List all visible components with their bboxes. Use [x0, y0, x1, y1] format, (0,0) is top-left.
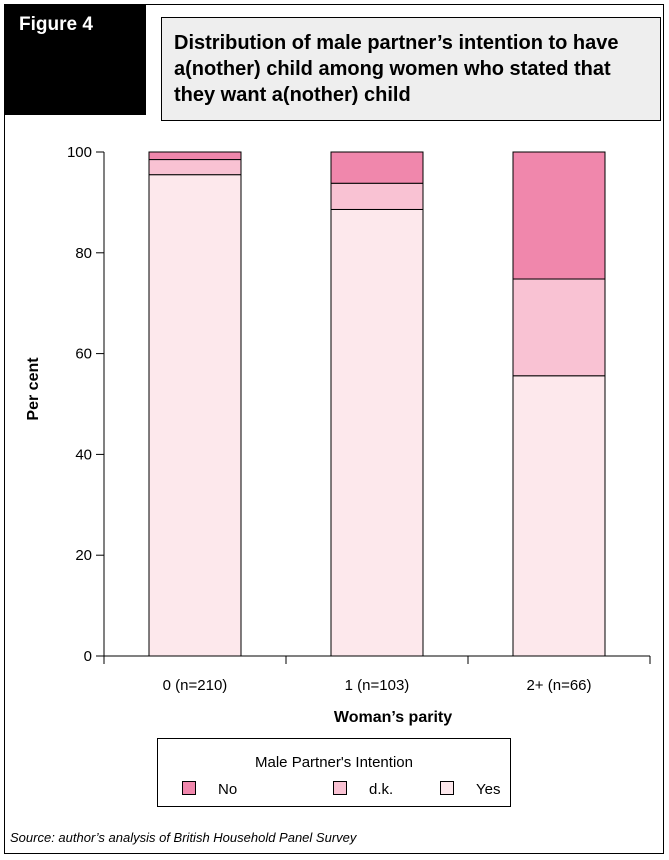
y-tick-label: 100: [67, 144, 92, 161]
x-axis-title: Woman’s parity: [334, 709, 452, 726]
y-axis-title: Per cent: [25, 357, 42, 421]
legend-item-no: No: [182, 781, 237, 798]
x-tick-label: 0 (n=210): [163, 677, 228, 694]
legend-title: Male Partner's Intention: [255, 754, 413, 771]
legend: Male Partner's Intention No d.k. Yes: [157, 738, 511, 807]
bar-dk-0: [148, 159, 242, 176]
bar-yes-2: [512, 375, 606, 657]
figure-label: Figure 4: [4, 4, 146, 115]
legend-swatch-dk: [333, 781, 347, 795]
legend-label-no: No: [218, 781, 238, 798]
bar-dk-1: [330, 182, 424, 210]
bar-dk-2: [512, 278, 606, 377]
legend-item-dk: d.k.: [333, 781, 393, 798]
legend-swatch-no: [182, 781, 196, 795]
y-tick-label: 60: [75, 346, 92, 363]
x-tick-label: 1 (n=103): [345, 677, 410, 694]
y-tick-label: 80: [75, 245, 92, 262]
legend-label-dk: d.k.: [369, 781, 394, 798]
bar-no-1: [330, 151, 424, 184]
y-tick-label: 20: [75, 547, 92, 564]
legend-item-yes: Yes: [440, 781, 500, 798]
source-note: Source: author’s analysis of British Hou…: [10, 830, 357, 845]
chart-title: Distribution of male partner’s intention…: [161, 17, 661, 121]
bar-no-2: [512, 151, 606, 280]
y-tick-label: 0: [84, 648, 92, 665]
x-tick-label: 2+ (n=66): [526, 677, 591, 694]
legend-label-yes: Yes: [476, 781, 501, 798]
legend-swatch-yes: [440, 781, 454, 795]
bar-yes-0: [148, 174, 242, 657]
bar-yes-1: [330, 208, 424, 657]
bar-no-0: [148, 151, 242, 161]
y-tick-label: 40: [75, 446, 92, 463]
